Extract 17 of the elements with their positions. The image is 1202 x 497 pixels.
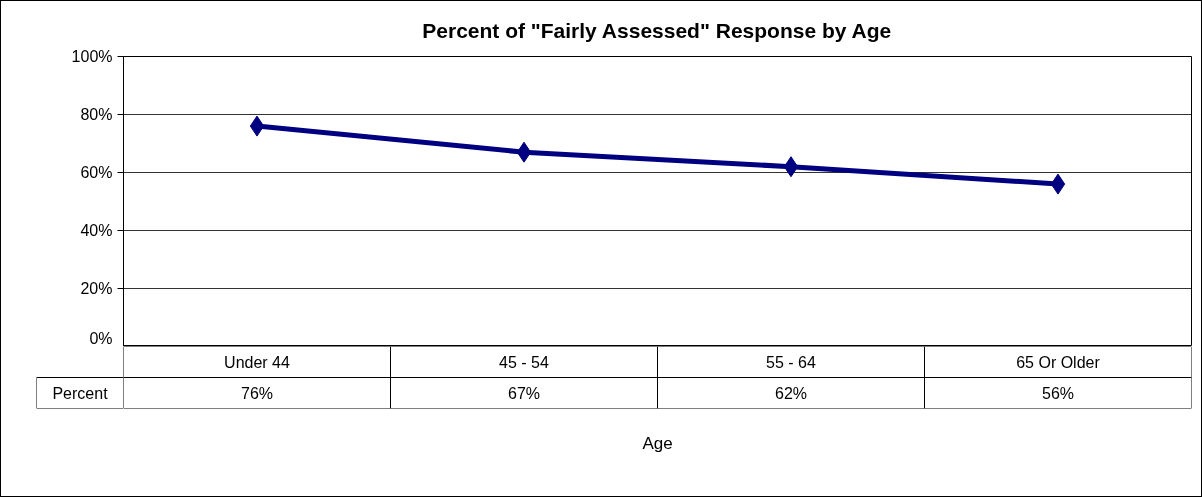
x-tick-label: 55 - 64 bbox=[766, 353, 817, 371]
text: Percent bbox=[52, 384, 109, 402]
data-label: 76% bbox=[240, 384, 274, 402]
chart-title: Percent of "Fairly Assessed" Response by Age bbox=[422, 18, 892, 42]
y-tick-label: 0% bbox=[89, 329, 113, 347]
y-tick-label: 60% bbox=[80, 164, 113, 181]
data-label: 67% bbox=[507, 384, 541, 402]
data-label: 62% bbox=[774, 384, 808, 402]
x-axis-title: Age bbox=[642, 433, 673, 453]
y-tick-label: 20% bbox=[80, 280, 113, 297]
x-tick-label: 45 - 54 bbox=[499, 353, 550, 371]
data-label: 56% bbox=[1041, 384, 1075, 402]
y-tick-label: 100% bbox=[71, 48, 113, 65]
x-tick-label: Under 44 bbox=[224, 353, 291, 371]
y-tick-label: 40% bbox=[80, 222, 113, 239]
x-tick-label: 65 Or Older bbox=[1016, 353, 1101, 371]
y-tick-label: 80% bbox=[80, 106, 113, 123]
